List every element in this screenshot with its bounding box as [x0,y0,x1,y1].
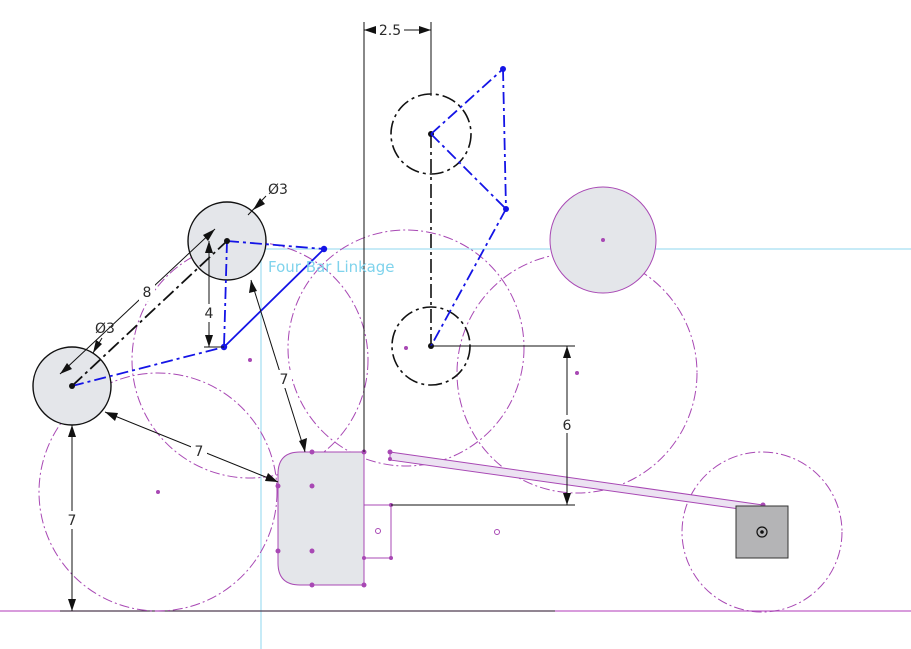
upper-crank-circle[interactable] [390,93,472,175]
dimension-slant-lower[interactable]: 7 [104,411,279,483]
construction-circle-far-right[interactable] [681,451,843,613]
dim-text-link-length: 8 [143,285,152,301]
dimension-left-diameter[interactable]: Ø3 [92,321,115,354]
slider-block[interactable] [277,451,365,586]
dimension-upper-diameter[interactable]: Ø3 [247,182,288,216]
dimension-slant-upper[interactable]: 7 [249,279,307,453]
dim-text-horizontal-offset: 2.5 [379,23,401,39]
dimension-horizontal-offset[interactable]: 2.5 [364,22,431,39]
dim-text-slider-height: 6 [563,418,572,434]
dim-text-slant-lower: 7 [195,444,204,460]
dim-text-left-diameter: Ø3 [95,321,115,337]
dim-text-slant-upper: 7 [280,372,289,388]
construction-circle-center[interactable] [287,229,525,467]
slider-tab[interactable] [363,504,392,559]
construction-circle-mid-left[interactable] [131,241,369,479]
dimension-slider-height[interactable]: 6 [391,345,576,506]
dimension-vertical-gap[interactable]: 4 [201,241,224,348]
connecting-rod[interactable] [389,451,764,513]
construction-circle-lower-left[interactable] [38,372,278,612]
coupler-link[interactable] [223,248,325,348]
dim-text-vertical-gap: 4 [205,306,214,322]
dimension-link-length[interactable]: 8 [59,228,216,375]
ground-link[interactable] [71,240,228,387]
sketch-title[interactable]: Four Bar Linkage [268,258,395,276]
dim-text-upper-diameter: Ø3 [268,182,288,198]
dim-text-base-height: 7 [68,513,77,529]
dimension-base-height[interactable]: 7 [64,425,80,611]
